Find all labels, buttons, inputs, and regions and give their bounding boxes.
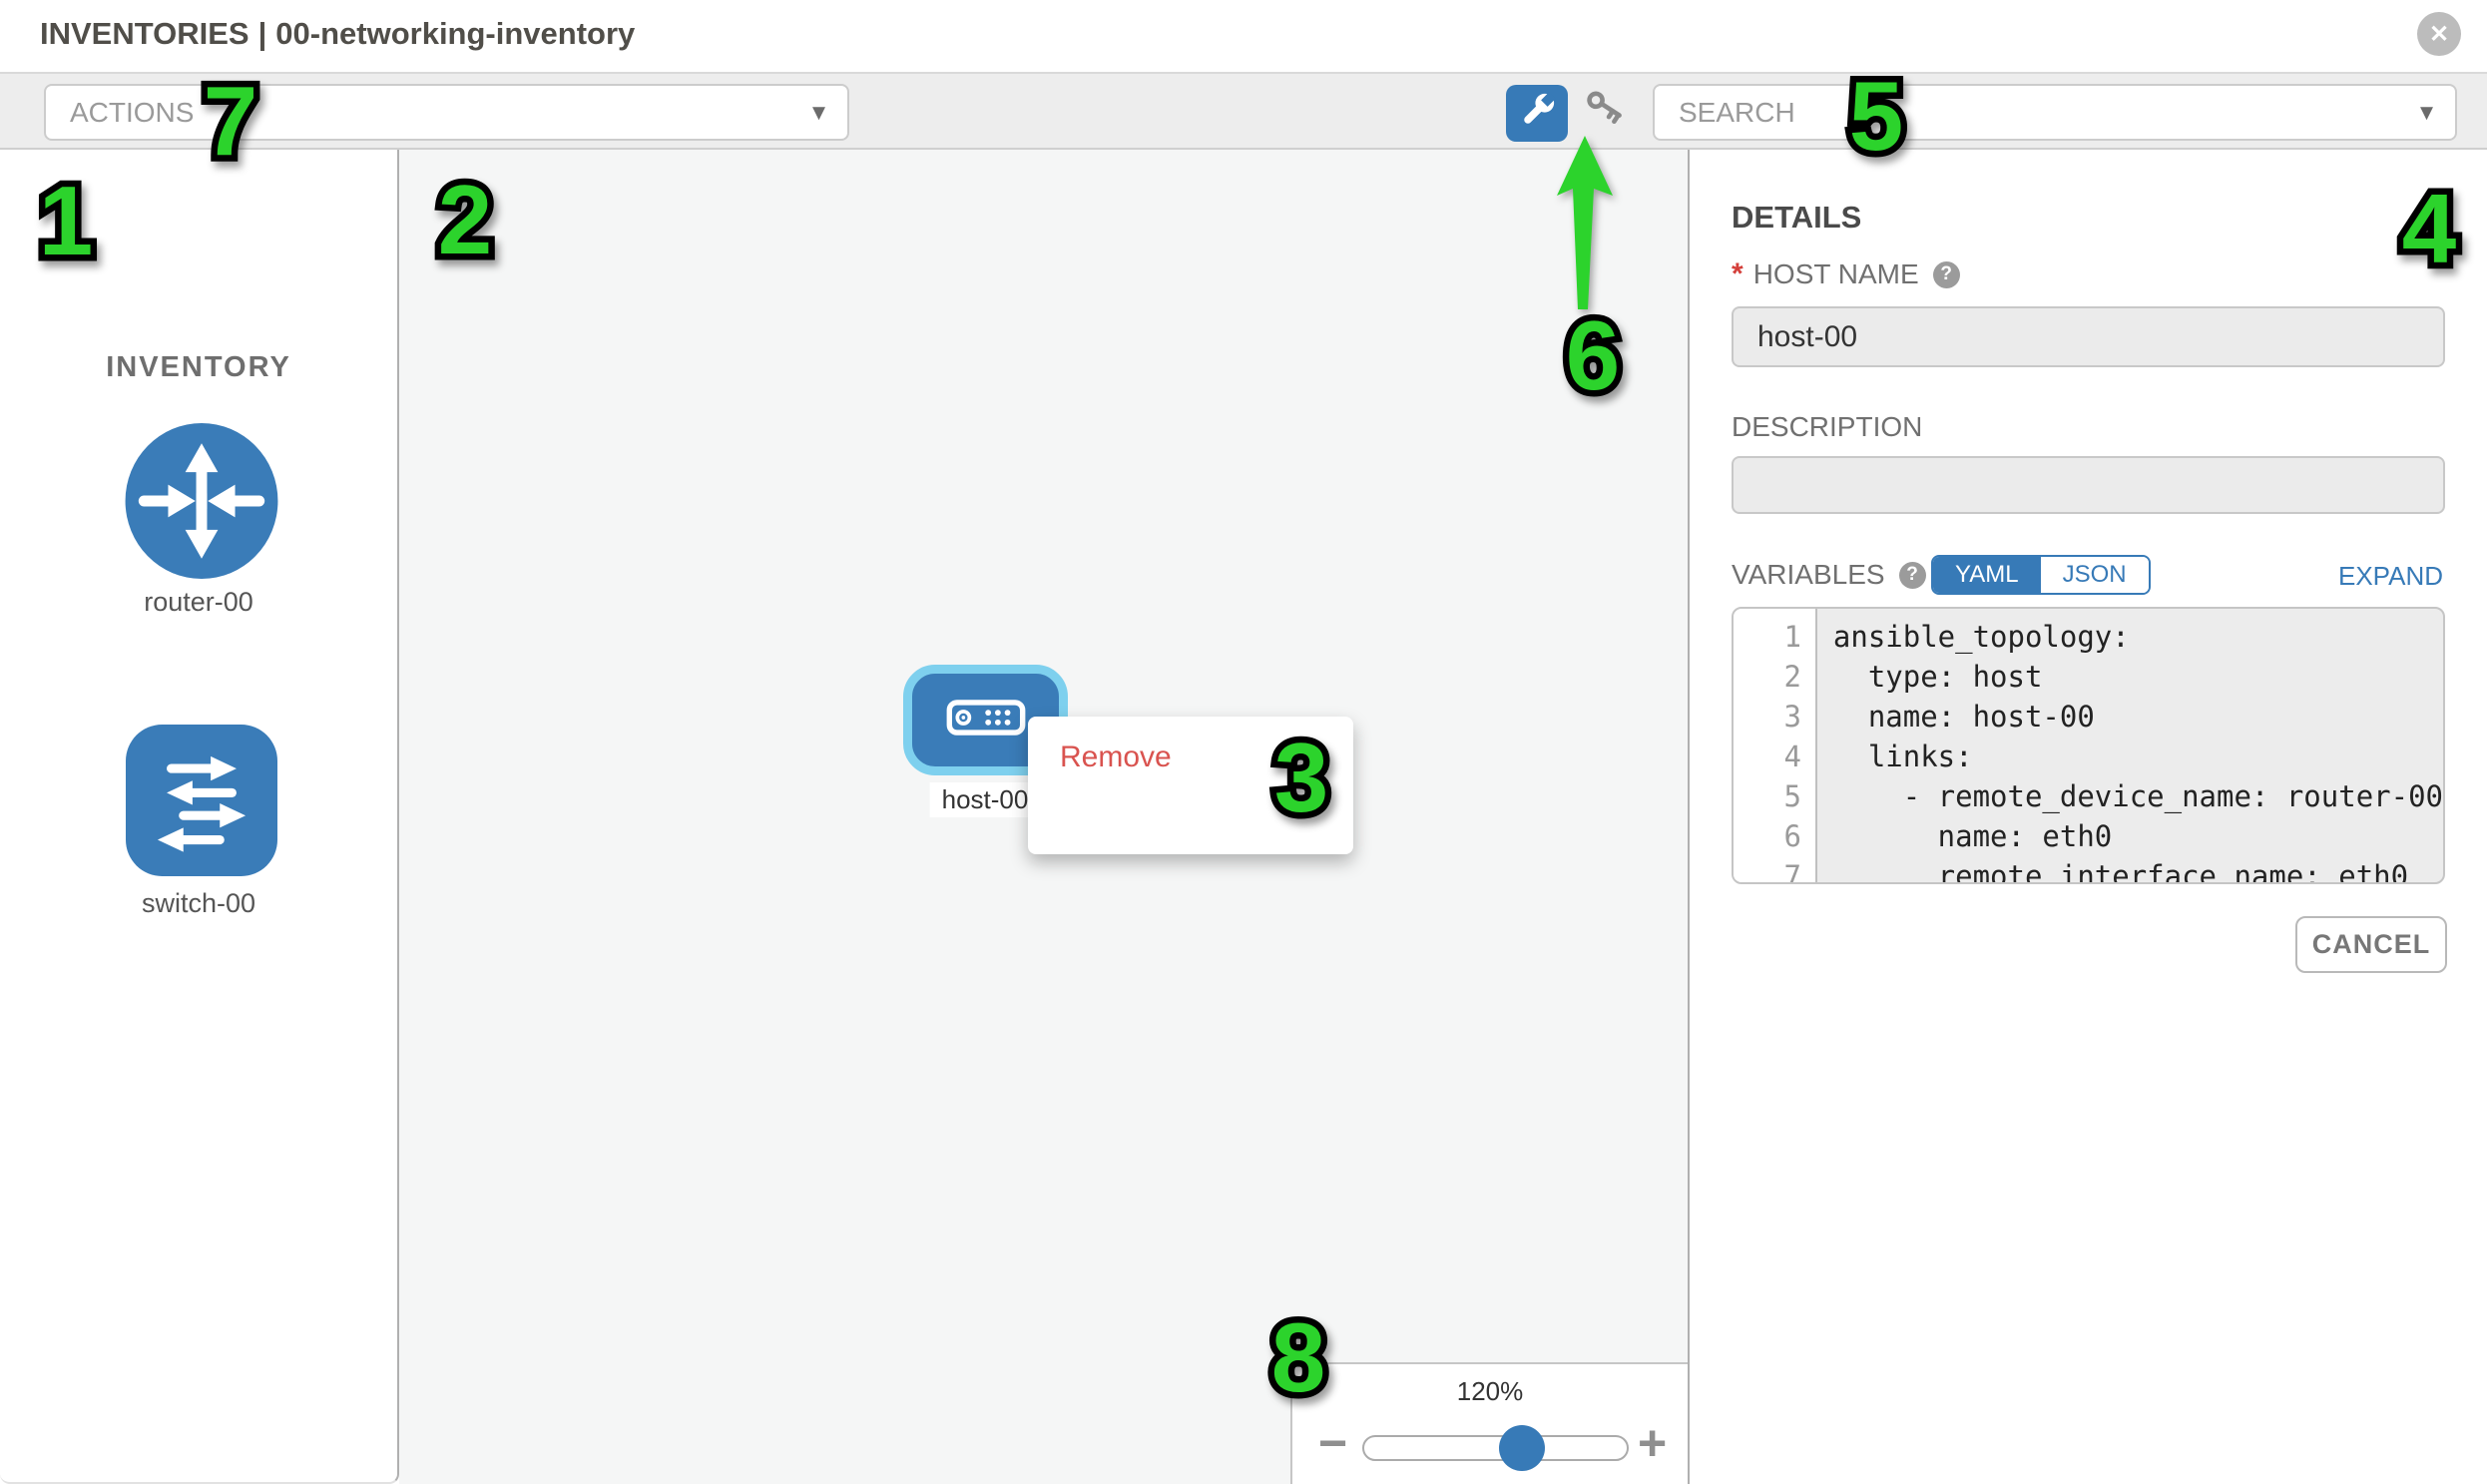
line-number: 2 <box>1783 660 1801 694</box>
inventory-heading: INVENTORY <box>106 351 291 383</box>
description-label: DESCRIPTION <box>1732 411 1923 442</box>
variables-label-row: VARIABLES ? <box>1732 559 1926 591</box>
host-name-label-row: * HOST NAME ? <box>1732 257 1960 291</box>
line-number: 7 <box>1783 859 1801 884</box>
page-header: INVENTORIES | 00-networking-inventory ✕ <box>0 0 2487 72</box>
actions-dropdown[interactable]: ACTIONS ▾ <box>44 84 849 141</box>
line-number: 5 <box>1783 779 1801 813</box>
configure-topology-button[interactable] <box>1506 85 1568 142</box>
required-asterisk: * <box>1732 257 1743 290</box>
editor-line-numbers: 1 2 3 4 5 6 7 <box>1734 609 1817 882</box>
zoom-in-button[interactable]: + <box>1638 1415 1668 1471</box>
search-dropdown-label: SEARCH <box>1679 96 1795 128</box>
key-button[interactable] <box>1581 90 1631 138</box>
variables-editor[interactable]: 1 2 3 4 5 6 7 ansible_topology: type: ho… <box>1732 607 2445 884</box>
search-dropdown[interactable]: SEARCH ▾ <box>1653 84 2457 141</box>
key-icon <box>1581 88 1631 141</box>
wrench-icon <box>1515 89 1559 138</box>
host-icon <box>945 696 1027 744</box>
host-name-label: HOST NAME <box>1752 258 1919 289</box>
code-line: - remote_device_name: router-00 <box>1832 779 2443 813</box>
breadcrumb-inventory-name: 00-networking-inventory <box>275 16 636 51</box>
switch-icon <box>126 725 277 880</box>
line-number: 3 <box>1783 700 1801 734</box>
zoom-out-button[interactable]: − <box>1318 1415 1348 1471</box>
context-menu: Details Remove <box>1028 717 1353 854</box>
zoom-slider-track[interactable] <box>1362 1435 1629 1461</box>
help-icon[interactable]: ? <box>1932 260 1960 288</box>
device-switch[interactable] <box>126 725 277 876</box>
host-node-label: host-00 <box>929 782 1041 817</box>
zoom-control-panel: 120% − + <box>1290 1362 1688 1484</box>
topology-canvas[interactable]: host-00 Details Remove 120% − + <box>399 150 1690 1484</box>
actions-dropdown-label: ACTIONS <box>70 96 195 128</box>
toggle-json[interactable]: JSON <box>2040 557 2149 593</box>
close-icon[interactable]: ✕ <box>2417 12 2461 56</box>
device-label-router: router-00 <box>144 587 253 617</box>
chevron-down-icon: ▾ <box>2419 95 2433 126</box>
code-line: name: host-00 <box>1832 700 2095 734</box>
code-line: links: <box>1832 740 1973 773</box>
details-panel: DETAILS * HOST NAME ? host-00 DESCRIPTIO… <box>1692 150 2487 1484</box>
breadcrumb-section: INVENTORIES <box>40 16 249 51</box>
inventory-sidebar: INVENTORY router-00 <box>0 150 399 1484</box>
device-router[interactable] <box>124 421 279 581</box>
variables-format-toggle: YAML JSON <box>1931 555 2151 595</box>
editor-code-area[interactable]: ansible_topology: type: host name: host-… <box>1817 609 2443 882</box>
context-menu-item-remove[interactable]: Remove <box>1060 741 1172 773</box>
variables-label: VARIABLES <box>1732 559 1885 590</box>
breadcrumb: INVENTORIES | 00-networking-inventory <box>40 16 644 52</box>
code-line: type: host <box>1832 660 2043 694</box>
code-line: ansible_topology: <box>1832 620 2130 654</box>
line-number: 4 <box>1783 740 1801 773</box>
chevron-down-icon: ▾ <box>811 95 825 126</box>
zoom-slider-thumb[interactable] <box>1499 1425 1545 1471</box>
help-icon[interactable]: ? <box>1898 561 1926 589</box>
breadcrumb-separator: | <box>257 16 267 51</box>
details-heading: DETAILS <box>1732 200 1862 235</box>
code-line: remote_interface_name: eth0 <box>1832 859 2409 884</box>
cancel-button[interactable]: CANCEL <box>2295 916 2447 973</box>
code-line: name: eth0 <box>1832 819 2113 853</box>
line-number: 6 <box>1783 819 1801 853</box>
description-label-row: DESCRIPTION <box>1732 411 1922 443</box>
toolbar: ACTIONS ▾ SEA <box>0 72 2487 150</box>
toggle-yaml[interactable]: YAML <box>1933 557 2041 593</box>
expand-link[interactable]: EXPAND <box>2338 561 2443 591</box>
zoom-level-value: 120% <box>1456 1376 1524 1406</box>
router-icon <box>124 423 279 585</box>
device-label-switch: switch-00 <box>141 888 256 918</box>
description-input[interactable] <box>1732 456 2445 514</box>
line-number: 1 <box>1783 620 1801 654</box>
host-name-input[interactable]: host-00 <box>1732 306 2445 367</box>
